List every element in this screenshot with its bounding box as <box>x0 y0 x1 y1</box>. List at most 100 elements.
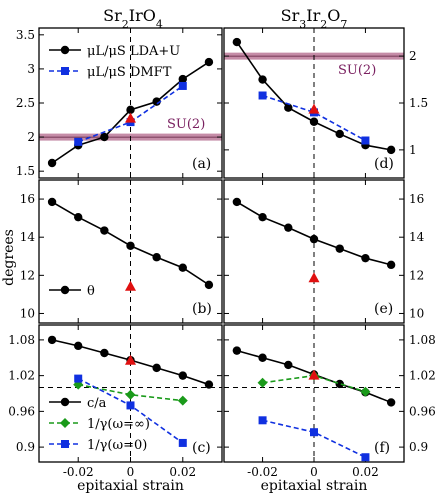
data-point <box>284 103 293 112</box>
data-point <box>361 253 370 263</box>
ytick-label: 12 <box>409 268 424 282</box>
xtick-label: 0.02 <box>352 465 379 479</box>
panel-label: (a) <box>192 156 211 172</box>
data-point <box>152 363 161 373</box>
data-point <box>100 348 109 358</box>
legend-label: 1/γ(ω=∞) <box>87 417 150 432</box>
data-point <box>232 346 242 355</box>
data-point <box>310 428 318 437</box>
data-point-red <box>125 112 136 123</box>
su2-band-label: SU(2) <box>338 63 376 78</box>
data-point <box>125 389 136 400</box>
ytick-label: 2.5 <box>16 96 35 110</box>
ytick-label: 14 <box>20 230 36 244</box>
ytick-label: 1.02 <box>8 369 35 383</box>
data-point-red <box>125 354 136 365</box>
panel-b: 10 12 14 16 degrees (b) θ <box>1 179 223 324</box>
data-point <box>361 136 370 145</box>
data-point <box>309 234 319 244</box>
data-point <box>178 371 187 380</box>
title-sr3ir2o7: Sr3Ir2O7 <box>281 6 348 31</box>
data-point <box>178 263 187 272</box>
data-point <box>284 360 293 370</box>
ytick-label: 1.02 <box>409 369 436 383</box>
chart-panels: SU(2) 1.5 2 2.5 3 3.5 (a) μL/μS LDA+U μL/μS DMFT… <box>1 27 436 494</box>
ytick-label: 2 <box>409 49 417 63</box>
ytick-label: 3.5 <box>16 28 35 42</box>
ytick-label: 2 <box>27 130 35 144</box>
data-point <box>178 438 187 447</box>
panel-label: (b) <box>192 301 212 317</box>
data-point <box>204 380 214 389</box>
ytick-label: 1.08 <box>8 333 35 347</box>
data-point <box>126 105 135 115</box>
data-point <box>100 132 109 142</box>
data-point <box>309 117 319 126</box>
panel-a: SU(2) 1.5 2 2.5 3 3.5 (a) μL/μS LDA+U μL/μS DMFT <box>16 27 223 179</box>
legend: μL/μS LDA+U μL/μS DMFT <box>49 44 180 80</box>
data-point <box>74 212 83 222</box>
series-line <box>262 94 366 142</box>
panel-label: (c) <box>192 440 211 456</box>
data-point <box>47 197 57 207</box>
data-point <box>177 395 188 406</box>
ytick-label: 16 <box>20 192 35 206</box>
legend-label: 1/γ(ω=0) <box>87 438 147 453</box>
data-point <box>178 74 187 84</box>
data-point <box>257 377 268 388</box>
legend-marker <box>60 397 70 407</box>
panel-label: (e) <box>374 301 393 317</box>
ytick-label: 10 <box>409 306 424 320</box>
legend-marker <box>60 285 70 295</box>
y-axis-label: degrees <box>1 229 17 286</box>
data-point <box>258 416 267 425</box>
data-point <box>335 244 344 253</box>
ytick-label: 1.5 <box>409 96 428 110</box>
data-point <box>74 341 83 351</box>
data-point <box>386 145 396 155</box>
x-axis-label: epitaxial strain <box>77 478 184 494</box>
data-point <box>258 353 267 362</box>
xtick-label: 0 <box>127 465 135 479</box>
data-point <box>232 37 242 47</box>
panel-label: (f) <box>374 440 390 456</box>
data-point <box>152 253 161 262</box>
panel-label: (d) <box>374 156 394 172</box>
ytick-label: 0.96 <box>409 404 436 418</box>
data-point <box>100 226 109 235</box>
data-point <box>204 57 214 67</box>
ytick-label: 14 <box>409 230 425 244</box>
xtick-label: -0.02 <box>247 465 278 479</box>
data-point-red <box>308 369 320 380</box>
title-sr2iro4: Sr2IrO4 <box>103 6 163 31</box>
data-point <box>361 453 370 462</box>
data-point <box>47 335 57 345</box>
legend-marker <box>61 440 69 448</box>
ytick-label: 0.9 <box>409 440 428 454</box>
data-point <box>204 280 214 290</box>
legend-label: μL/μS LDA+U <box>87 44 180 59</box>
data-point <box>258 212 267 222</box>
data-point <box>232 197 242 207</box>
data-point <box>335 379 344 389</box>
data-point <box>258 91 267 100</box>
legend-marker <box>60 45 70 55</box>
data-point <box>284 223 293 232</box>
su2-band-label: SU(2) <box>167 117 205 132</box>
data-point-red <box>308 272 320 283</box>
xtick-label: 0 <box>310 465 318 479</box>
panel-d: SU(2) 1 1.5 2 (d) <box>223 27 428 179</box>
data-point <box>126 401 135 410</box>
panel-e: 10 12 14 16 (e) <box>223 179 425 324</box>
data-point <box>74 374 83 383</box>
x-axis-label: epitaxial strain <box>261 478 368 494</box>
data-point <box>47 158 57 168</box>
ytick-label: 1.5 <box>16 164 35 178</box>
data-point <box>386 260 396 270</box>
xtick-label: 0.02 <box>169 465 196 479</box>
xtick-label: -0.02 <box>63 465 94 479</box>
data-point <box>178 81 187 90</box>
data-point <box>126 241 135 250</box>
